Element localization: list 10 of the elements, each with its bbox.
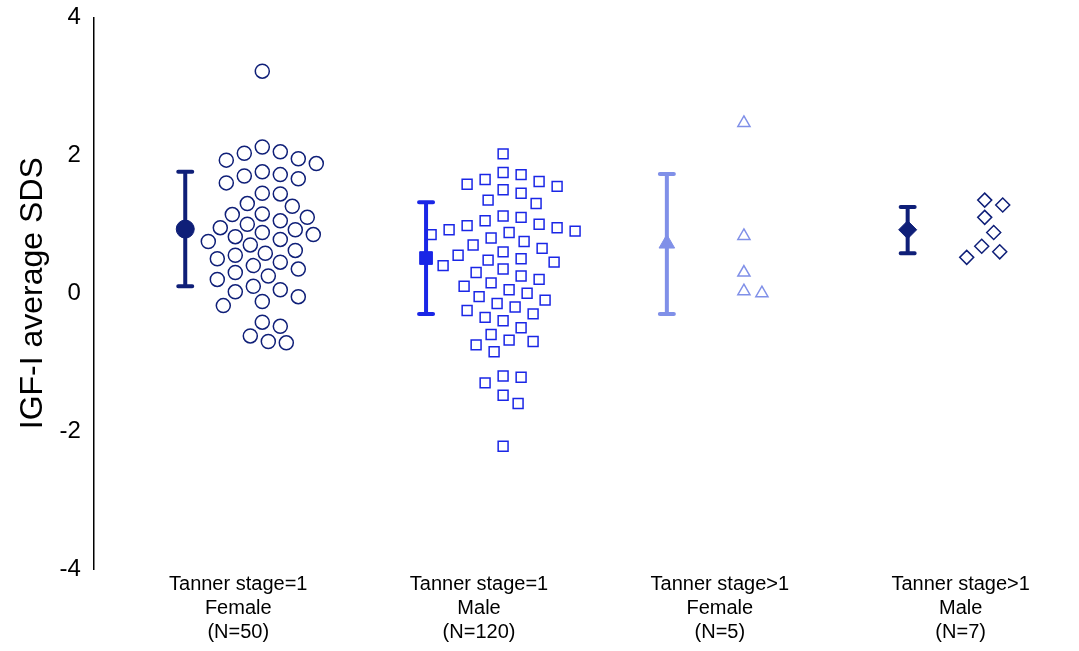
x-tick-label: Tanner stage=1 Male (N=120) [409, 571, 549, 642]
x-tick-label: Tanner stage>1 Male (N=7) [891, 571, 1030, 642]
y-tick-label: 4 [67, 2, 81, 30]
x-tick-label: Tanner stage=1 Female (N=50) [169, 571, 308, 642]
y-tick-label: -2 [59, 415, 81, 443]
y-tick-label: 2 [67, 139, 81, 167]
x-tick-label: Tanner stage>1 Female (N=5) [650, 571, 790, 642]
y-tick-label: -4 [59, 553, 81, 581]
y-axis-title: IGF-I average SDS [13, 157, 50, 430]
y-tick-label: 0 [67, 277, 81, 305]
